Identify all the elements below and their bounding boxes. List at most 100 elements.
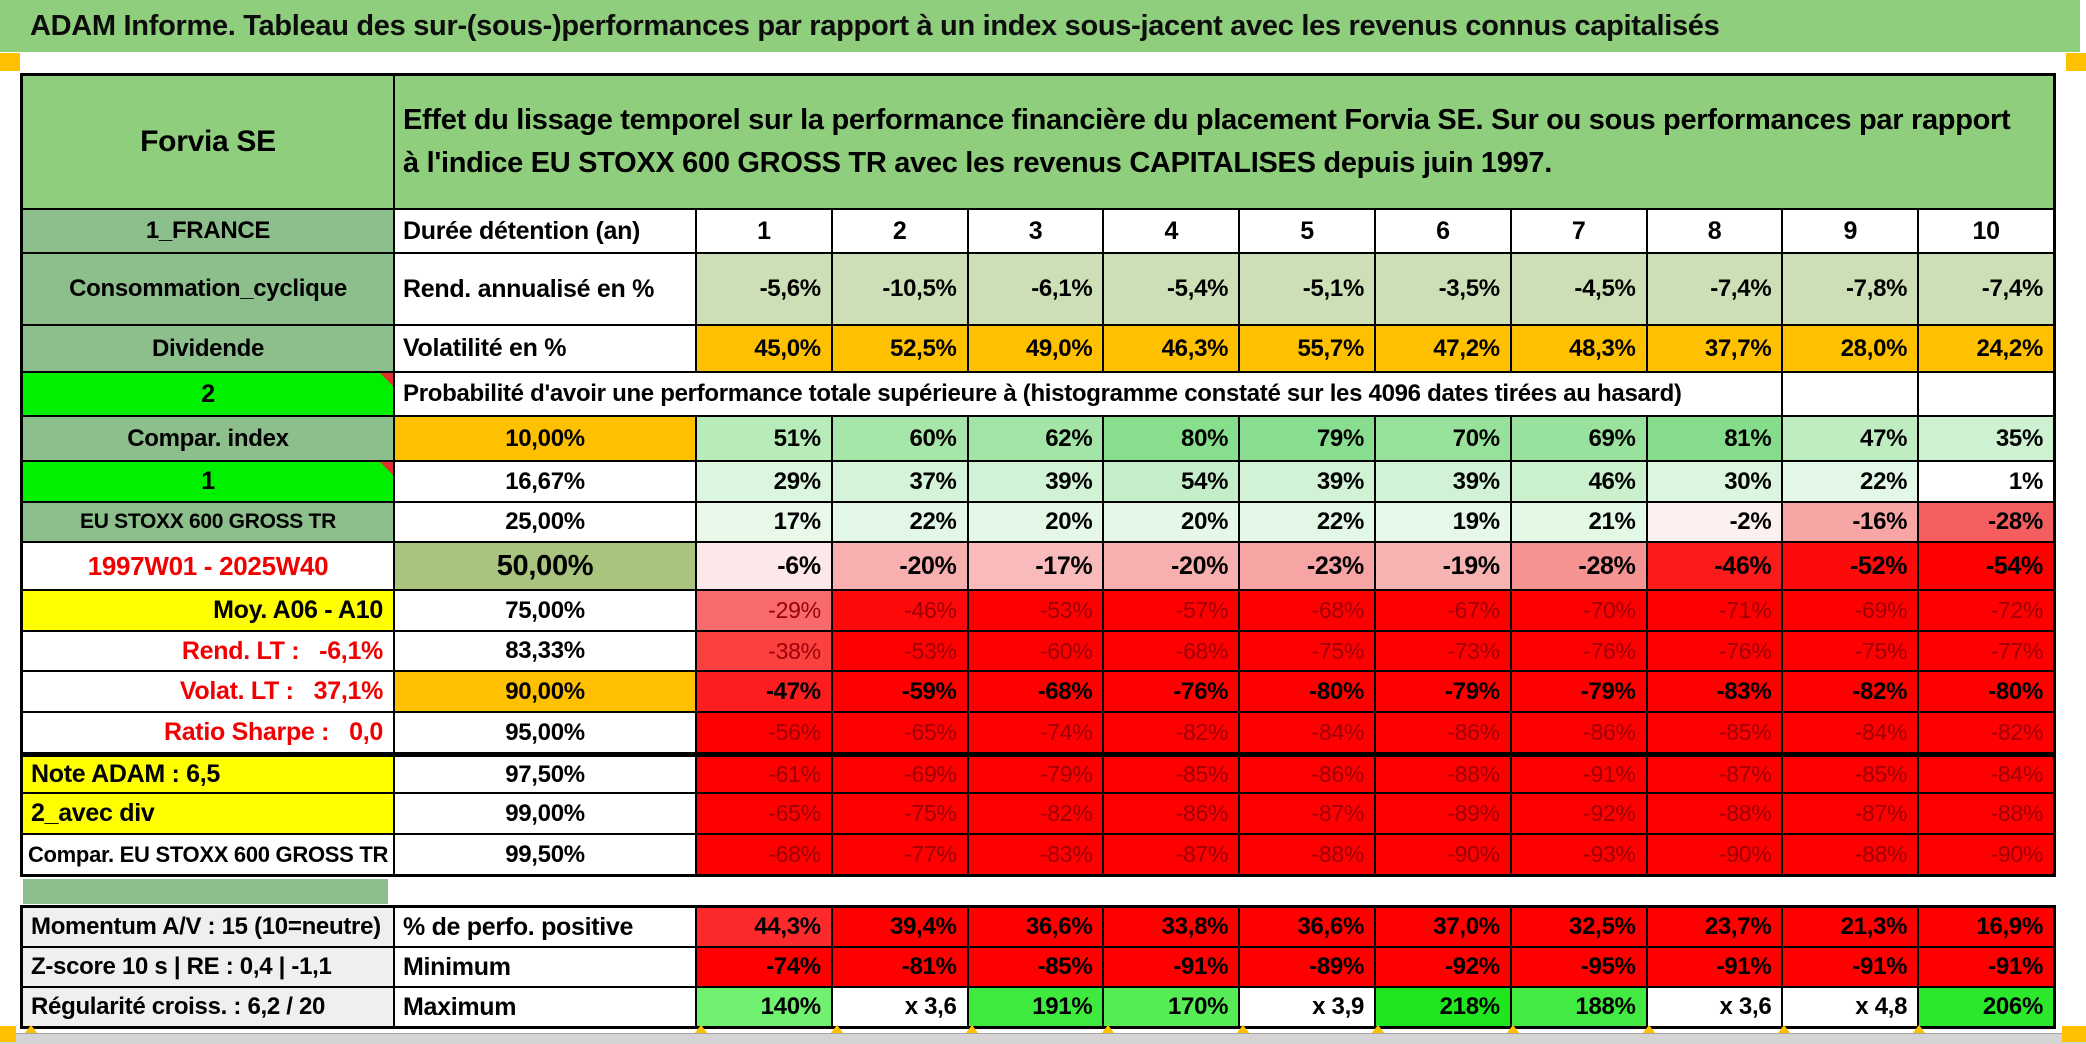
cell-p75-10[interactable]: -72% xyxy=(1919,591,2053,630)
cell-p99-1[interactable]: -65% xyxy=(697,794,831,833)
cell-p75-2[interactable]: -46% xyxy=(832,591,967,630)
cell-p99-9[interactable]: -87% xyxy=(1783,794,1918,833)
cell-p25-10[interactable]: -28% xyxy=(1919,503,2053,541)
cell-p995-5[interactable]: -88% xyxy=(1240,835,1374,874)
cell-volat-5[interactable]: 55,7% xyxy=(1240,326,1374,371)
cell-rend-1[interactable]: -5,6% xyxy=(697,254,831,324)
b-p90[interactable]: 90,00% xyxy=(395,672,695,711)
cell-min-10[interactable]: -91% xyxy=(1919,948,2053,986)
cell-volat-2[interactable]: 52,5% xyxy=(832,326,967,371)
cell-p83-9[interactable]: -75% xyxy=(1783,632,1918,670)
b-p995[interactable]: 99,50% xyxy=(395,835,695,874)
cell-p975-8[interactable]: -87% xyxy=(1647,754,1782,792)
label-p75[interactable]: Moy. A06 - A10 xyxy=(23,591,393,630)
cell-p95-5[interactable]: -84% xyxy=(1240,713,1374,752)
cell-duration-6[interactable]: 6 xyxy=(1376,210,1510,252)
b-min[interactable]: Minimum xyxy=(395,948,695,986)
b-max[interactable]: Maximum xyxy=(395,988,695,1026)
cell-p16-3[interactable]: 39% xyxy=(968,462,1103,501)
cell-max-5[interactable]: x 3,9 xyxy=(1240,988,1374,1026)
cell-p75-4[interactable]: -57% xyxy=(1104,591,1239,630)
cell-duration-3[interactable]: 3 xyxy=(968,210,1103,252)
cell-p975-7[interactable]: -91% xyxy=(1511,754,1646,792)
b-volat[interactable]: Volatilité en % xyxy=(395,326,695,371)
cell-min-7[interactable]: -95% xyxy=(1511,948,1646,986)
cell-p10-5[interactable]: 79% xyxy=(1240,417,1374,460)
label-min[interactable]: Z-score 10 s | RE : 0,4 | -1,1 xyxy=(23,948,393,986)
cell-p10-8[interactable]: 81% xyxy=(1647,417,1782,460)
cell-p83-2[interactable]: -53% xyxy=(832,632,967,670)
cell-p83-10[interactable]: -77% xyxy=(1919,632,2053,670)
cell-p975-10[interactable]: -84% xyxy=(1919,754,2053,792)
cell-volat-7[interactable]: 48,3% xyxy=(1511,326,1646,371)
cell-p10-2[interactable]: 60% xyxy=(832,417,967,460)
cell-p25-3[interactable]: 20% xyxy=(968,503,1103,541)
cell-pos-6[interactable]: 37,0% xyxy=(1376,908,1510,946)
cell-p83-8[interactable]: -76% xyxy=(1647,632,1782,670)
cell-p25-6[interactable]: 19% xyxy=(1376,503,1510,541)
cell-max-3[interactable]: 191% xyxy=(968,988,1103,1026)
cell-p95-8[interactable]: -85% xyxy=(1647,713,1782,752)
cell-p10-6[interactable]: 70% xyxy=(1376,417,1510,460)
cell-p10-10[interactable]: 35% xyxy=(1919,417,2053,460)
prob-header-text[interactable]: Probabilité d'avoir une performance tota… xyxy=(395,373,1782,415)
cell-p16-6[interactable]: 39% xyxy=(1376,462,1510,501)
cell-p16-5[interactable]: 39% xyxy=(1240,462,1374,501)
cell-p83-7[interactable]: -76% xyxy=(1511,632,1646,670)
cell-p95-7[interactable]: -86% xyxy=(1511,713,1646,752)
cell-p50-1[interactable]: -6% xyxy=(697,543,831,589)
cell-p16-4[interactable]: 54% xyxy=(1104,462,1239,501)
cell-p975-9[interactable]: -85% xyxy=(1783,754,1918,792)
cell-rend-4[interactable]: -5,4% xyxy=(1104,254,1239,324)
cell-prob-empty-1[interactable] xyxy=(1783,373,1918,415)
cell-p995-8[interactable]: -90% xyxy=(1647,835,1782,874)
cell-p25-5[interactable]: 22% xyxy=(1240,503,1374,541)
cell-pos-1[interactable]: 44,3% xyxy=(697,908,831,946)
b-p75[interactable]: 75,00% xyxy=(395,591,695,630)
label-p995[interactable]: Compar. EU STOXX 600 GROSS TR xyxy=(23,835,393,874)
cell-p99-5[interactable]: -87% xyxy=(1240,794,1374,833)
cell-min-8[interactable]: -91% xyxy=(1647,948,1782,986)
cell-p995-6[interactable]: -90% xyxy=(1376,835,1510,874)
cell-p995-2[interactable]: -77% xyxy=(832,835,967,874)
b-duration[interactable]: Durée détention (an) xyxy=(395,210,695,252)
cell-p50-6[interactable]: -19% xyxy=(1376,543,1510,589)
description-cell[interactable]: Effet du lissage temporel sur la perform… xyxy=(395,76,2053,208)
cell-p50-5[interactable]: -23% xyxy=(1240,543,1374,589)
cell-p16-7[interactable]: 46% xyxy=(1511,462,1646,501)
b-p95[interactable]: 95,00% xyxy=(395,713,695,752)
cell-p75-9[interactable]: -69% xyxy=(1783,591,1918,630)
cell-p99-3[interactable]: -82% xyxy=(968,794,1103,833)
cell-p16-2[interactable]: 37% xyxy=(832,462,967,501)
cell-pos-10[interactable]: 16,9% xyxy=(1919,908,2053,946)
cell-p90-1[interactable]: -47% xyxy=(697,672,831,711)
cell-max-9[interactable]: x 4,8 xyxy=(1783,988,1918,1026)
b-p99[interactable]: 99,00% xyxy=(395,794,695,833)
cell-p16-1[interactable]: 29% xyxy=(697,462,831,501)
cell-p99-6[interactable]: -89% xyxy=(1376,794,1510,833)
cell-prob-empty-2[interactable] xyxy=(1919,373,2053,415)
b-p83[interactable]: 83,33% xyxy=(395,632,695,670)
label-p16[interactable]: 1 xyxy=(23,462,393,501)
cell-min-6[interactable]: -92% xyxy=(1376,948,1510,986)
cell-pos-4[interactable]: 33,8% xyxy=(1104,908,1239,946)
cell-rend-7[interactable]: -4,5% xyxy=(1511,254,1646,324)
cell-duration-2[interactable]: 2 xyxy=(832,210,967,252)
cell-pos-9[interactable]: 21,3% xyxy=(1783,908,1918,946)
cell-duration-1[interactable]: 1 xyxy=(697,210,831,252)
cell-max-7[interactable]: 188% xyxy=(1511,988,1646,1026)
label-p83[interactable]: Rend. LT : -6,1% xyxy=(23,632,393,670)
cell-p75-8[interactable]: -71% xyxy=(1647,591,1782,630)
cell-p16-9[interactable]: 22% xyxy=(1783,462,1918,501)
cell-duration-5[interactable]: 5 xyxy=(1240,210,1374,252)
cell-p25-9[interactable]: -16% xyxy=(1783,503,1918,541)
cell-p99-2[interactable]: -75% xyxy=(832,794,967,833)
cell-max-10[interactable]: 206% xyxy=(1919,988,2053,1026)
cell-p75-5[interactable]: -68% xyxy=(1240,591,1374,630)
cell-p10-7[interactable]: 69% xyxy=(1511,417,1646,460)
cell-rend-5[interactable]: -5,1% xyxy=(1240,254,1374,324)
label-p25[interactable]: EU STOXX 600 GROSS TR xyxy=(23,503,393,541)
cell-p75-3[interactable]: -53% xyxy=(968,591,1103,630)
cell-p10-4[interactable]: 80% xyxy=(1104,417,1239,460)
cell-pos-2[interactable]: 39,4% xyxy=(832,908,967,946)
